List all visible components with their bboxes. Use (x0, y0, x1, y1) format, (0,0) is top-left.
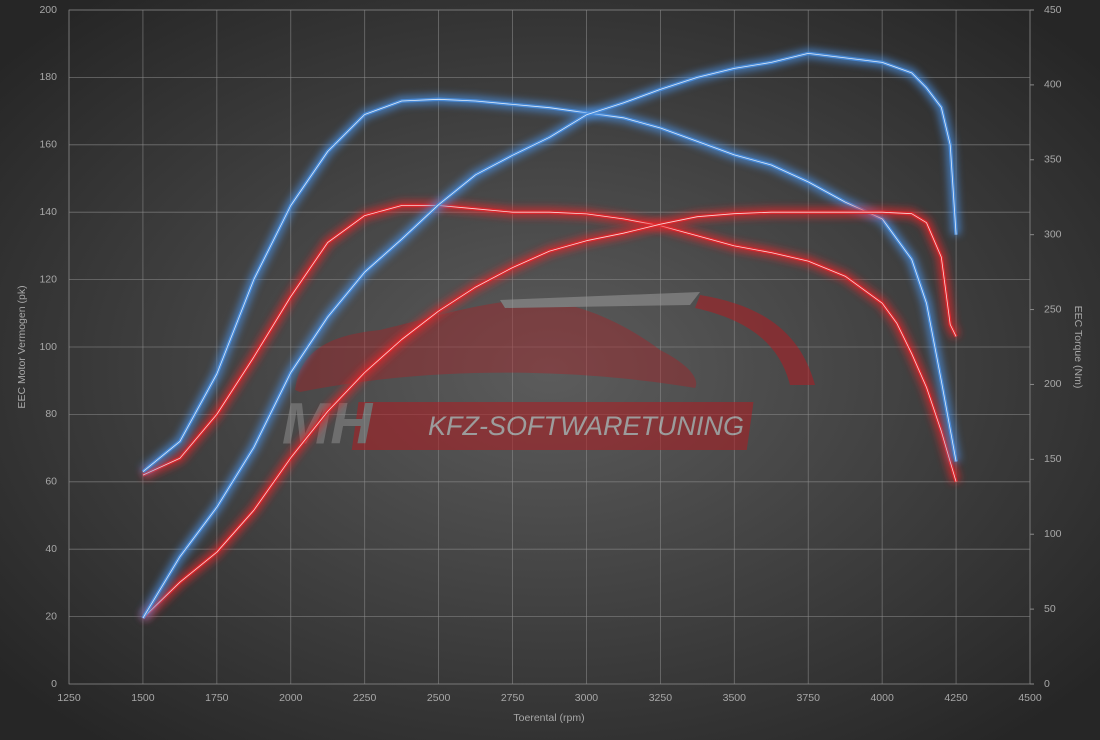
y2-tick-label: 400 (1044, 79, 1062, 91)
y2-tick-label: 250 (1044, 303, 1062, 315)
series-line (142, 211, 957, 619)
x-tick-label: 2250 (353, 692, 377, 704)
y2-tick-label: 0 (1044, 678, 1050, 690)
y2-axis-label: EEC Torque (Nm) (1072, 306, 1084, 389)
series-line (142, 205, 957, 482)
y-tick-label: 160 (39, 139, 57, 151)
x-tick-label: 1750 (205, 692, 229, 704)
series-line (142, 53, 957, 619)
x-tick-label: 3000 (575, 692, 599, 704)
watermark-arc (695, 295, 815, 385)
x-tick-label: 3750 (797, 692, 821, 704)
y-tick-label: 120 (39, 273, 57, 285)
y2-tick-label: 300 (1044, 228, 1062, 240)
x-tick-label: 4500 (1018, 692, 1042, 704)
x-tick-label: 2750 (501, 692, 525, 704)
watermark-band (351, 402, 754, 450)
y-tick-label: 200 (39, 4, 57, 16)
y-tick-label: 100 (39, 341, 57, 353)
y2-tick-label: 100 (1044, 528, 1062, 540)
watermark: MH KFZ-SOFTWARETUNING (282, 292, 815, 456)
x-axis-label: Toerental (rpm) (513, 712, 584, 724)
y2-tick-label: 150 (1044, 453, 1062, 465)
lines (139, 48, 961, 622)
x-tick-label: 2000 (279, 692, 303, 704)
y2-tick-label: 450 (1044, 4, 1062, 16)
y2-tick-label: 50 (1044, 603, 1056, 615)
y2-tick-label: 200 (1044, 378, 1062, 390)
y-tick-label: 0 (51, 678, 57, 690)
y-axis-label: EEC Motor Vermogen (pk) (16, 285, 28, 408)
y-tick-label: 60 (45, 476, 57, 488)
x-tick-label: 1500 (131, 692, 155, 704)
watermark-roof (500, 292, 700, 308)
y-tick-label: 20 (45, 610, 57, 622)
y2-tick-label: 350 (1044, 154, 1062, 166)
y-tick-label: 40 (45, 543, 57, 555)
watermark-car (295, 299, 697, 392)
x-tick-label: 3250 (649, 692, 673, 704)
y-tick-label: 80 (45, 408, 57, 420)
x-tick-label: 1250 (57, 692, 81, 704)
watermark-text: KFZ-SOFTWARETUNING (428, 411, 744, 441)
x-tick-label: 4250 (944, 692, 968, 704)
x-tick-label: 3500 (723, 692, 747, 704)
y-tick-label: 180 (39, 71, 57, 83)
y-tick-label: 140 (39, 206, 57, 218)
x-tick-label: 2500 (427, 692, 451, 704)
x-tick-label: 4000 (870, 692, 894, 704)
